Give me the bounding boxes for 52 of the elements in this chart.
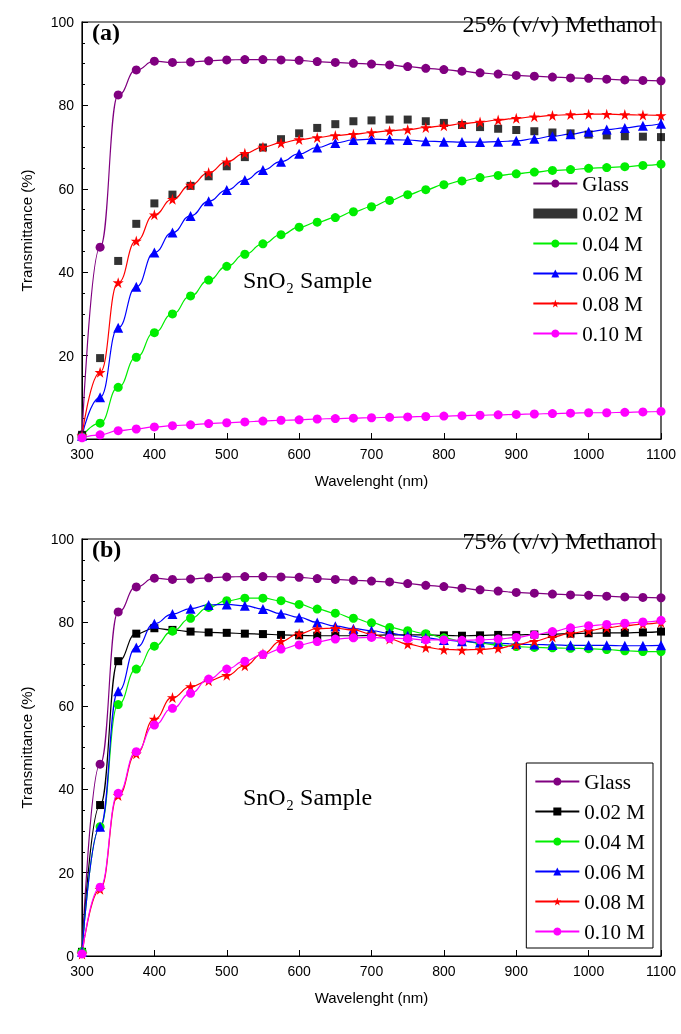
x-tick-label: 300 bbox=[70, 963, 94, 979]
annotation: 25% (v/v) Methanol bbox=[462, 11, 658, 37]
x-tick-label: 800 bbox=[432, 963, 456, 979]
legend-label: Glass bbox=[582, 171, 629, 196]
x-tick-label: 900 bbox=[504, 446, 529, 462]
y-tick-label: 100 bbox=[50, 531, 75, 547]
legend-label: 0.02 M bbox=[584, 799, 646, 824]
x-tick-label: 600 bbox=[287, 446, 312, 462]
x-tick-label: 500 bbox=[215, 446, 239, 462]
x-tick-label: 500 bbox=[215, 963, 239, 979]
y-tick-label: 0 bbox=[66, 431, 75, 447]
y-axis-title: Transmittance (%) bbox=[18, 686, 35, 809]
legend-label: 0.04 M bbox=[582, 231, 644, 256]
x-tick-label: 1000 bbox=[573, 963, 605, 979]
annotation: SnO₂ Sample bbox=[243, 267, 373, 293]
legend-label: 0.08 M bbox=[584, 889, 646, 914]
y-tick-label: 40 bbox=[58, 264, 75, 281]
y-tick-label: 80 bbox=[58, 614, 75, 631]
legend-label: 0.08 M bbox=[582, 291, 644, 316]
x-tick-label: 400 bbox=[142, 963, 167, 979]
x-axis-title: Wavelenght (nm) bbox=[314, 472, 429, 489]
y-tick-label: 60 bbox=[58, 180, 75, 197]
x-tick-label: 1100 bbox=[645, 963, 677, 979]
x-tick-label: 800 bbox=[432, 446, 456, 462]
x-axis-title: Wavelenght (nm) bbox=[314, 989, 429, 1006]
x-tick-label: 1100 bbox=[645, 446, 677, 462]
x-tick-label: 900 bbox=[504, 963, 529, 979]
y-tick-label: 80 bbox=[58, 97, 75, 114]
x-tick-label: 300 bbox=[70, 446, 94, 462]
x-tick-label: 700 bbox=[359, 446, 384, 462]
annotation: 75% (v/v) Methanol bbox=[462, 528, 658, 554]
legend-label: Glass bbox=[584, 769, 631, 794]
legend-label: 0.02 M bbox=[582, 201, 644, 226]
legend-label: 0.04 M bbox=[584, 829, 646, 854]
y-tick-label: 40 bbox=[58, 781, 75, 798]
y-tick-label: 20 bbox=[58, 864, 75, 881]
x-tick-label: 600 bbox=[287, 963, 312, 979]
legend-label: 0.10 M bbox=[584, 919, 646, 944]
annotation: (a) bbox=[92, 19, 120, 45]
y-tick-label: 20 bbox=[58, 347, 75, 364]
y-axis-title: Transmittance (%) bbox=[18, 169, 35, 292]
y-tick-label: 100 bbox=[50, 14, 75, 30]
legend-label: 0.06 M bbox=[582, 261, 644, 286]
x-tick-label: 700 bbox=[359, 963, 384, 979]
annotation: SnO₂ Sample bbox=[243, 784, 373, 810]
y-tick-label: 0 bbox=[66, 948, 75, 964]
y-tick-label: 60 bbox=[58, 697, 75, 714]
legend-label: 0.06 M bbox=[584, 859, 646, 884]
x-tick-label: 1000 bbox=[573, 446, 605, 462]
annotation: (b) bbox=[92, 536, 122, 562]
x-tick-label: 400 bbox=[142, 446, 167, 462]
legend-label: 0.10 M bbox=[582, 321, 644, 346]
